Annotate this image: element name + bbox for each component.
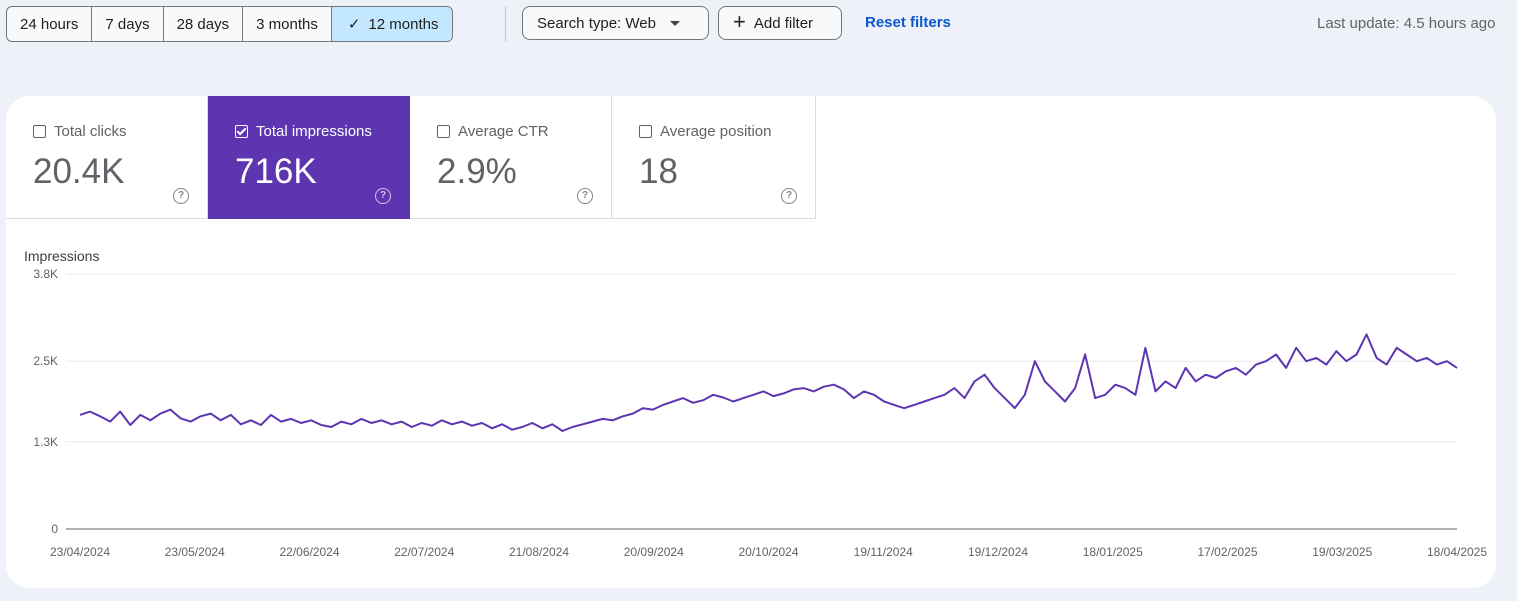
performance-card: Total clicks 20.4K ? Total impressions 7… (6, 96, 1496, 588)
x-tick-label: 19/11/2024 (854, 545, 913, 559)
metric-total-clicks[interactable]: Total clicks 20.4K ? (6, 96, 208, 219)
range-24-hours[interactable]: 24 hours (7, 7, 93, 41)
caret-down-icon (669, 20, 680, 26)
checkbox[interactable] (33, 125, 46, 138)
metric-label: Total impressions (256, 123, 372, 140)
metric-value: 716K (235, 152, 317, 191)
metric-value: 18 (639, 152, 678, 191)
range-3-months[interactable]: 3 months (243, 7, 332, 41)
metric-average-ctr[interactable]: Average CTR 2.9% ? (410, 96, 612, 219)
range-label: 7 days (105, 15, 150, 33)
metric-label: Average CTR (458, 123, 549, 140)
checkbox[interactable] (437, 125, 450, 138)
toolbar: 24 hours 7 days 28 days 3 months ✓ 12 mo… (0, 0, 1517, 48)
reset-filters-link[interactable]: Reset filters (865, 14, 951, 31)
metric-value: 2.9% (437, 152, 517, 191)
toolbar-divider (505, 6, 506, 42)
x-tick-label: 23/05/2024 (165, 545, 225, 559)
y-tick-label: 2.5K (33, 354, 58, 368)
help-circle-icon[interactable]: ? (781, 188, 797, 204)
impressions-chart: Impressions 0 1.3K 2.5K 3.8K 23/04/2024 23/05… (6, 236, 1496, 576)
x-tick-label: 23/04/2024 (50, 545, 110, 559)
range-label: 3 months (256, 15, 318, 33)
x-tick-label: 18/04/2025 (1427, 545, 1487, 559)
range-label: 24 hours (20, 15, 79, 33)
range-label: 12 months (368, 15, 439, 33)
y-tick-label: 1.3K (33, 435, 58, 449)
metric-label: Total clicks (54, 123, 127, 140)
range-28-days[interactable]: 28 days (164, 7, 244, 41)
x-tick-label: 22/07/2024 (394, 545, 454, 559)
metric-average-position[interactable]: Average position 18 ? (612, 96, 816, 219)
x-tick-label: 19/03/2025 (1312, 545, 1372, 559)
check-icon: ✓ (347, 16, 361, 33)
x-tick-label: 20/09/2024 (624, 545, 684, 559)
chart-y-label: Impressions (24, 248, 100, 264)
help-circle-icon[interactable]: ? (173, 188, 189, 204)
add-filter-label: Add filter (753, 14, 814, 32)
x-tick-label: 18/01/2025 (1083, 545, 1143, 559)
y-tick-label: 3.8K (33, 267, 58, 281)
search-type-label: Search type: Web (537, 14, 656, 32)
help-circle-icon[interactable]: ? (577, 188, 593, 204)
metric-total-impressions[interactable]: Total impressions 716K ? (208, 96, 410, 219)
range-12-months[interactable]: ✓ 12 months (331, 7, 453, 41)
x-tick-label: 21/08/2024 (509, 545, 569, 559)
metric-value: 20.4K (33, 152, 125, 191)
x-tick-label: 20/10/2024 (738, 545, 798, 559)
search-type-dropdown[interactable]: Search type: Web (522, 6, 709, 40)
x-tick-label: 22/06/2024 (279, 545, 339, 559)
y-tick-label: 0 (51, 522, 58, 536)
metric-label: Average position (660, 123, 772, 140)
x-tick-label: 19/12/2024 (968, 545, 1028, 559)
plus-icon: + (733, 9, 746, 34)
add-filter-button[interactable]: + Add filter (718, 6, 842, 40)
checkbox[interactable] (235, 125, 248, 138)
range-label: 28 days (176, 15, 230, 33)
impressions-series-line (79, 333, 1458, 432)
last-update-text: Last update: 4.5 hours ago (1317, 15, 1496, 32)
date-range-selector: 24 hours 7 days 28 days 3 months ✓ 12 mo… (6, 6, 454, 42)
range-7-days[interactable]: 7 days (92, 7, 164, 41)
help-circle-icon[interactable]: ? (375, 188, 391, 204)
checkbox[interactable] (639, 125, 652, 138)
x-tick-label: 17/02/2025 (1197, 545, 1257, 559)
chart-svg: 0 1.3K 2.5K 3.8K 23/04/2024 23/05/2024 22/06/2… (33, 267, 1487, 559)
